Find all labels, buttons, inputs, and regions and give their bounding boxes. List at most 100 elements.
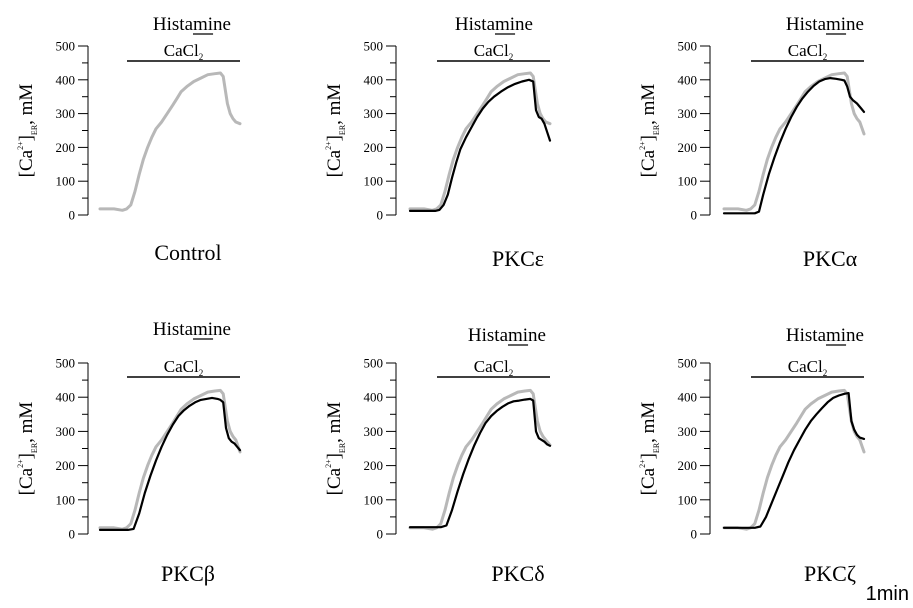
scale-bar-label: 1min bbox=[865, 583, 909, 605]
cacl2-label-subscript: 2 bbox=[823, 368, 828, 378]
y-label-main: [Ca bbox=[324, 467, 345, 495]
chart-panel-5: 0 100 200 300 400 500 [Ca2+]ER, mM CaCl2 Histami… bbox=[324, 325, 552, 586]
chart-panel-4: 0 100 200 300 400 500 [Ca2+]ER, mM CaCl2 Histami… bbox=[16, 319, 242, 586]
y-label-bracket: ] bbox=[638, 135, 659, 141]
cacl2-label-subscript: 2 bbox=[823, 52, 828, 62]
y-tick-label: 100 bbox=[364, 492, 384, 507]
control-trace bbox=[722, 388, 866, 531]
cacl2-label-subscript: 2 bbox=[509, 368, 514, 378]
y-label-unit: , mM bbox=[638, 402, 659, 443]
panel-label: PKCδ bbox=[491, 561, 544, 586]
histamine-label: Histamine bbox=[455, 14, 533, 35]
y-tick-label: 300 bbox=[678, 106, 698, 121]
y-tick-label: 400 bbox=[56, 390, 76, 405]
cacl2-label-main: CaCl bbox=[474, 41, 509, 60]
cacl2-label-main: CaCl bbox=[474, 357, 509, 376]
cacl2-label-subscript: 2 bbox=[199, 52, 204, 62]
y-tick-label: 200 bbox=[364, 140, 384, 155]
cacl2-label-subscript: 2 bbox=[199, 368, 204, 378]
y-tick-label: 300 bbox=[678, 424, 698, 439]
y-tick-label: 300 bbox=[56, 424, 76, 439]
cacl2-label-subscript: 2 bbox=[509, 52, 514, 62]
y-tick-label: 300 bbox=[56, 106, 76, 121]
cacl2-label: CaCl2 bbox=[474, 41, 513, 62]
y-label-unit: , mM bbox=[324, 84, 345, 125]
y-tick-label: 100 bbox=[678, 174, 698, 189]
treated-trace bbox=[98, 396, 242, 532]
histamine-label: Histamine bbox=[468, 325, 546, 346]
y-tick-label: 500 bbox=[56, 356, 76, 371]
y-label-subscript: ER bbox=[30, 124, 39, 135]
y-tick-label: 100 bbox=[56, 174, 76, 189]
histamine-label: Histamine bbox=[153, 319, 231, 340]
y-label-main: [Ca bbox=[638, 149, 659, 177]
y-tick-label: 500 bbox=[364, 356, 384, 371]
cacl2-label: CaCl2 bbox=[164, 41, 203, 62]
chart-panel-6: 0 100 200 300 400 500 [Ca2+]ER, mM CaCl2 Histami… bbox=[638, 325, 866, 586]
panel-label: PKCβ bbox=[161, 561, 215, 586]
y-tick-label: 200 bbox=[364, 458, 384, 473]
y-tick-label: 400 bbox=[678, 72, 698, 87]
y-tick-label: 200 bbox=[678, 458, 698, 473]
y-label-superscript: 2+ bbox=[638, 459, 647, 468]
y-label-subscript: ER bbox=[338, 442, 347, 453]
y-tick-label: 100 bbox=[56, 492, 76, 507]
y-label-main: [Ca bbox=[638, 467, 659, 495]
y-label-subscript: ER bbox=[652, 124, 661, 135]
y-label-subscript: ER bbox=[338, 124, 347, 135]
y-label-unit: , mM bbox=[324, 402, 345, 443]
treated-trace bbox=[722, 76, 866, 215]
y-tick-label: 200 bbox=[56, 458, 76, 473]
y-tick-label: 400 bbox=[678, 390, 698, 405]
chart-panel-1: 0 100 200 300 400 500 [Ca2+]ER, mM CaCl2 Histami… bbox=[16, 14, 242, 265]
y-tick-label: 500 bbox=[56, 39, 76, 54]
y-tick-label: 500 bbox=[678, 39, 698, 54]
control-trace bbox=[408, 71, 552, 212]
y-label-main: [Ca bbox=[324, 149, 345, 177]
y-axis-label: [Ca2+]ER, mM bbox=[638, 84, 661, 178]
histamine-label: Histamine bbox=[786, 14, 864, 35]
control-trace bbox=[98, 71, 242, 212]
cacl2-label: CaCl2 bbox=[788, 357, 827, 378]
cacl2-label: CaCl2 bbox=[788, 41, 827, 62]
y-tick-label: 0 bbox=[377, 208, 384, 223]
control-trace bbox=[722, 71, 866, 212]
y-label-superscript: 2+ bbox=[16, 141, 25, 150]
chart-panel-2: 0 100 200 300 400 500 [Ca2+]ER, mM CaCl2 Histami… bbox=[324, 14, 552, 271]
y-axis-label: [Ca2+]ER, mM bbox=[324, 402, 347, 496]
treated-trace bbox=[722, 392, 866, 529]
y-axis-label: [Ca2+]ER, mM bbox=[16, 84, 39, 178]
y-tick-label: 200 bbox=[56, 140, 76, 155]
y-label-bracket: ] bbox=[16, 135, 37, 141]
panel-label: Control bbox=[154, 240, 221, 265]
y-label-bracket: ] bbox=[324, 453, 345, 459]
y-label-bracket: ] bbox=[16, 453, 37, 459]
y-axis-label: [Ca2+]ER, mM bbox=[16, 402, 39, 496]
cacl2-label-main: CaCl bbox=[164, 41, 199, 60]
y-label-main: [Ca bbox=[16, 467, 37, 495]
histamine-label: Histamine bbox=[153, 14, 231, 35]
y-tick-label: 0 bbox=[691, 208, 698, 223]
cacl2-label: CaCl2 bbox=[474, 357, 513, 378]
y-label-main: [Ca bbox=[16, 149, 37, 177]
cacl2-label-main: CaCl bbox=[788, 41, 823, 60]
y-tick-label: 0 bbox=[377, 527, 384, 542]
y-label-bracket: ] bbox=[638, 453, 659, 459]
cacl2-label: CaCl2 bbox=[164, 357, 203, 378]
y-tick-label: 500 bbox=[364, 39, 384, 54]
y-label-superscript: 2+ bbox=[16, 459, 25, 468]
y-label-superscript: 2+ bbox=[324, 459, 333, 468]
panel-label: PKCε bbox=[492, 246, 544, 271]
y-tick-label: 500 bbox=[678, 356, 698, 371]
y-label-subscript: ER bbox=[30, 442, 39, 453]
histamine-label: Histamine bbox=[786, 325, 864, 346]
cacl2-label-main: CaCl bbox=[164, 357, 199, 376]
y-tick-label: 100 bbox=[364, 174, 384, 189]
treated-trace bbox=[408, 397, 552, 529]
y-tick-label: 0 bbox=[69, 208, 76, 223]
panel-label: PKCα bbox=[803, 246, 858, 271]
panel-label: PKCζ bbox=[804, 561, 856, 586]
y-tick-label: 400 bbox=[56, 72, 76, 87]
control-trace bbox=[408, 388, 552, 531]
